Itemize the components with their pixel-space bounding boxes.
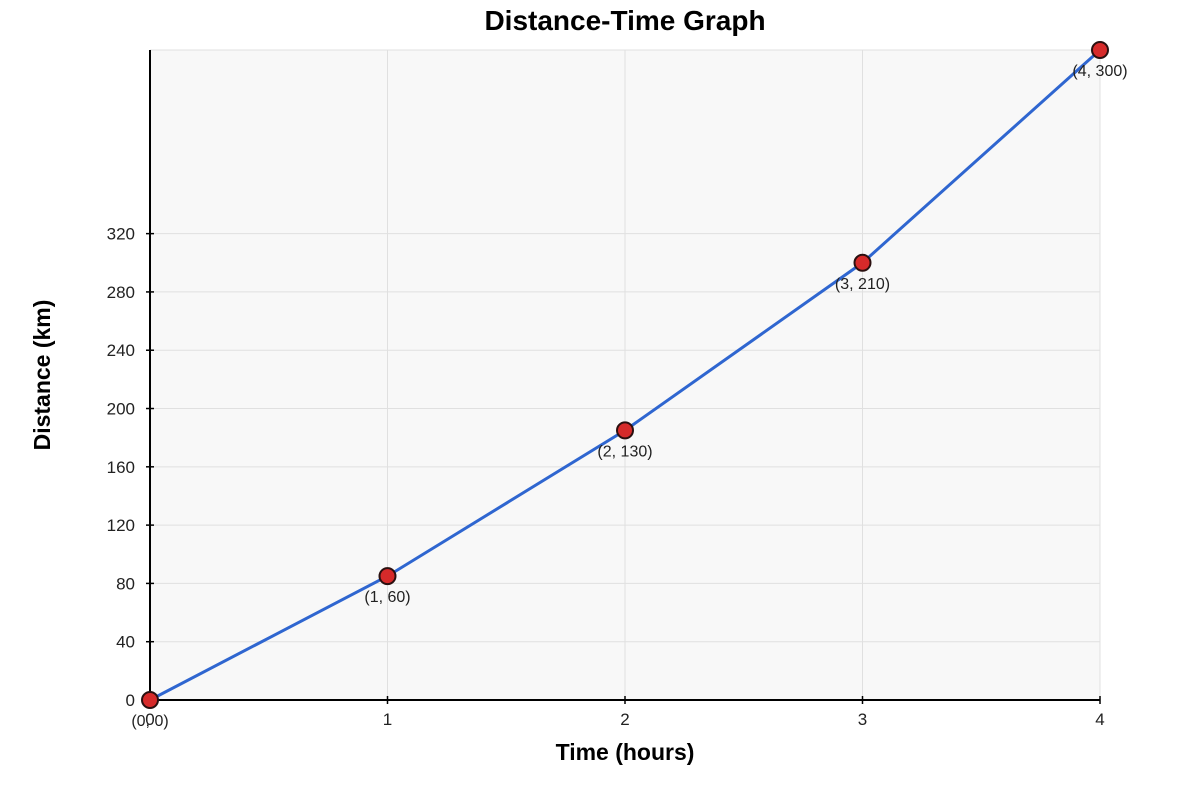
data-point <box>853 253 872 272</box>
x-tick-label: 0 <box>145 710 154 729</box>
y-tick-label: 120 <box>107 516 135 535</box>
y-tick-label: 40 <box>116 633 135 652</box>
y-tick-label: 0 <box>126 691 135 710</box>
y-tick-label: 280 <box>107 283 135 302</box>
data-point <box>378 567 397 586</box>
data-point <box>1091 41 1109 59</box>
y-tick-label: 240 <box>107 341 135 360</box>
point-labels: (0, 0) (1, 60) (2, 130) (3, 210) (4, 300) <box>131 63 1127 730</box>
data-point <box>141 691 159 709</box>
x-tick-label: 3 <box>858 710 867 729</box>
y-tick-label: 200 <box>107 400 135 419</box>
point-label: (3, 210) <box>835 276 890 293</box>
y-tick-label: 80 <box>116 574 135 593</box>
y-tick-label: 320 <box>107 225 135 244</box>
data-point <box>616 421 634 440</box>
point-label: (4, 300) <box>1072 63 1127 80</box>
point-label: (0, 0) <box>131 713 168 730</box>
series <box>141 41 1109 709</box>
x-tick-label: 1 <box>383 710 392 729</box>
x-tick-label: 4 <box>1095 710 1104 729</box>
point-label: (2, 130) <box>597 443 652 460</box>
x-axis-title: Time (hours) <box>556 739 695 765</box>
grid <box>149 49 1101 701</box>
chart-title: Distance-Time Graph <box>484 5 765 36</box>
point-label: (1, 60) <box>364 589 410 606</box>
x-tick-label: 2 <box>620 710 629 729</box>
y-tick-label: 160 <box>107 458 135 477</box>
y-axis-title: Distance (km) <box>29 300 55 451</box>
